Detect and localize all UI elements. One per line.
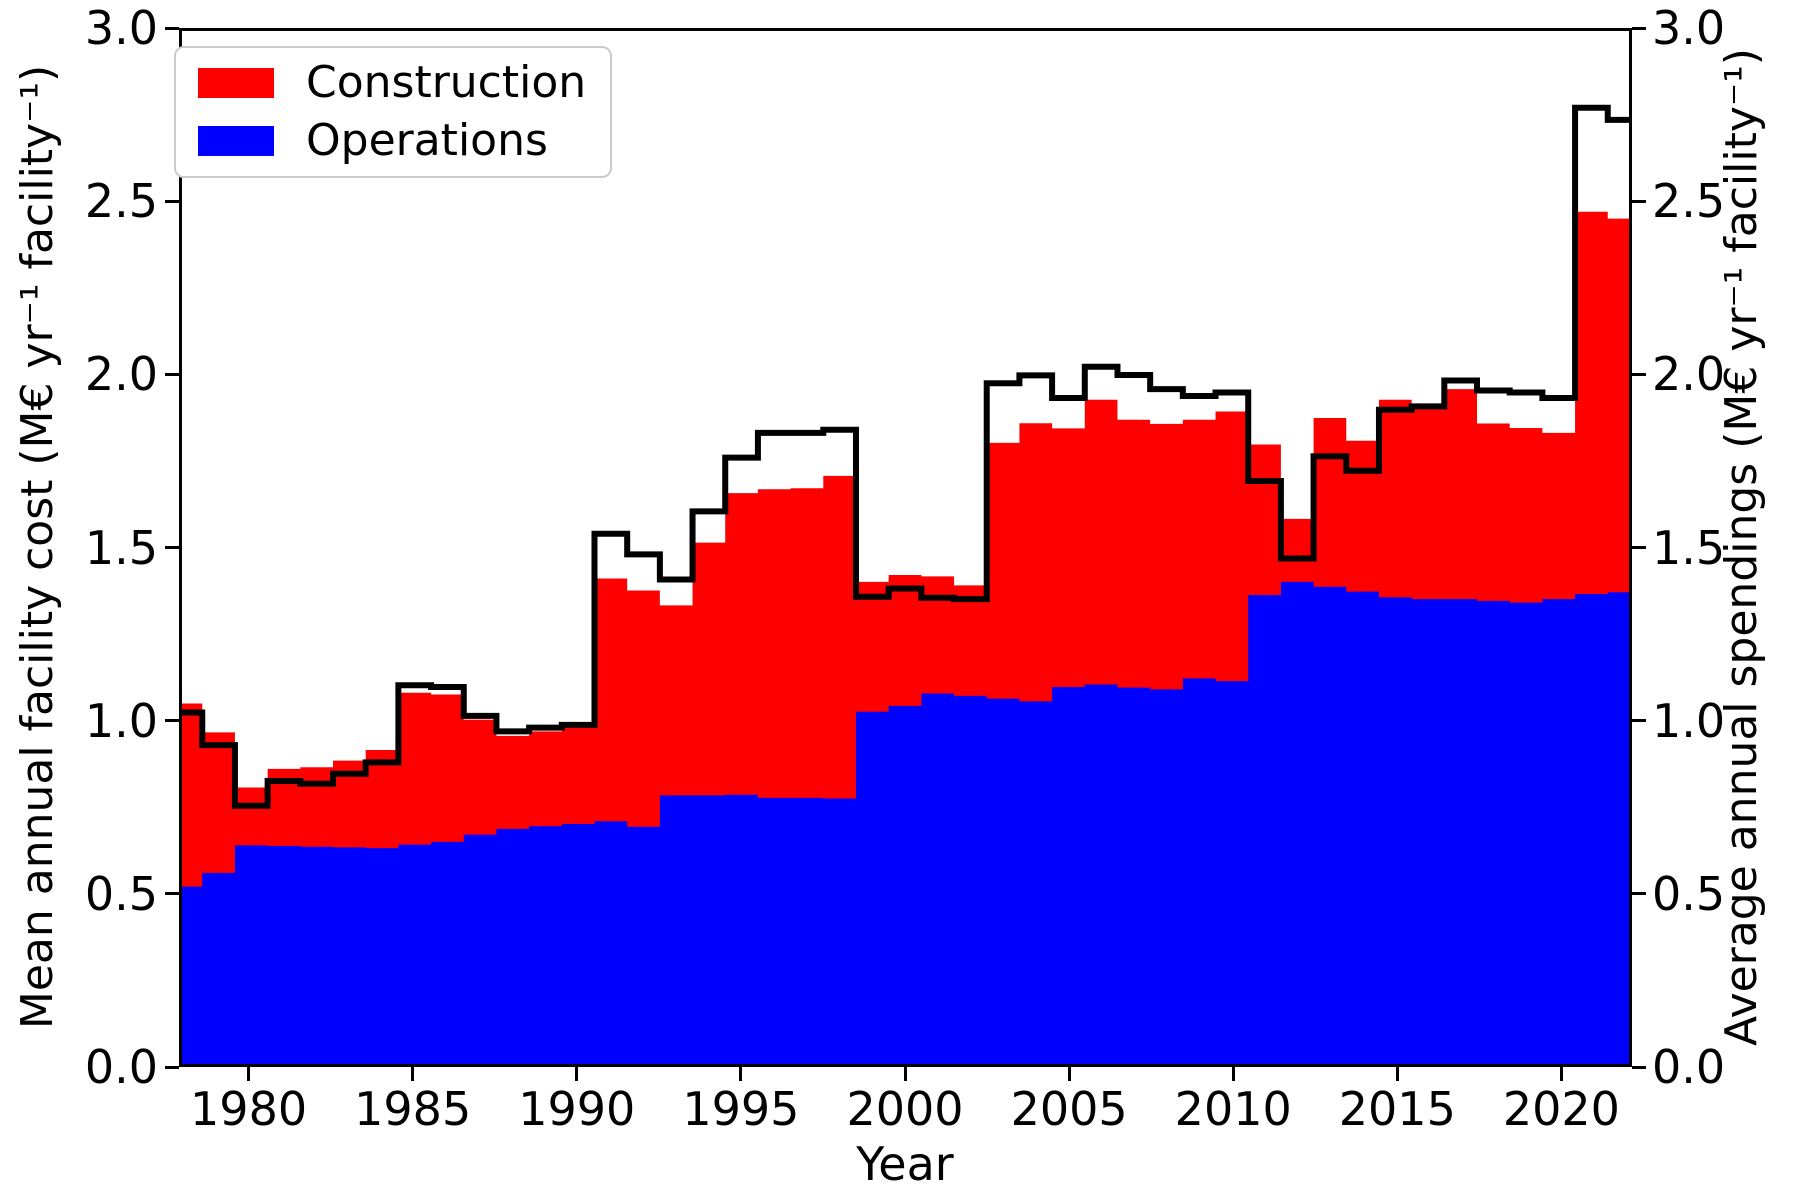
y-tick-label-right: 0.5 [1652, 866, 1726, 921]
right-axis-title: Average annual spendings (M€ yr⁻¹ facili… [1716, 48, 1767, 1046]
x-tick [575, 1067, 579, 1081]
y-tick-label-left: 0.5 [84, 866, 158, 921]
legend: Construction Operations [174, 46, 612, 178]
y-tick-left [165, 892, 179, 896]
x-tick [247, 1067, 251, 1081]
y-tick-right [1632, 892, 1646, 896]
y-tick-label-left: 1.5 [84, 520, 158, 575]
x-tick [411, 1067, 415, 1081]
legend-label: Operations [306, 115, 548, 166]
operations-swatch [198, 126, 274, 156]
x-tick-label: 2005 [1010, 1082, 1128, 1136]
y-tick-left [165, 199, 179, 203]
y-tick-label-right: 3.0 [1652, 1, 1726, 55]
x-tick [739, 1067, 743, 1081]
y-tick-label-right: 0.0 [1652, 1040, 1726, 1094]
x-tick [1231, 1067, 1235, 1081]
construction-swatch [198, 68, 274, 98]
x-tick-label: 1980 [190, 1082, 308, 1136]
y-tick-left [165, 1065, 179, 1069]
x-tick [903, 1067, 907, 1081]
y-tick-right [1632, 199, 1646, 203]
y-tick-left [165, 719, 179, 723]
legend-item-operations: Operations [198, 119, 610, 163]
x-tick-label: 1995 [682, 1082, 800, 1136]
x-tick [1395, 1067, 1399, 1081]
x-tick-label: 2020 [1502, 1082, 1620, 1136]
x-tick-label: 1990 [518, 1082, 636, 1136]
y-tick-label-left: 2.5 [84, 174, 158, 229]
operations-area [182, 581, 1629, 1064]
spendings-step-line [182, 108, 1629, 806]
y-tick-label-right: 2.0 [1652, 347, 1726, 402]
y-tick-right [1632, 719, 1646, 723]
y-tick-label-right: 2.5 [1652, 174, 1726, 229]
x-tick-label: 2000 [846, 1082, 964, 1136]
x-tick [1067, 1067, 1071, 1081]
y-tick-label-right: 1.0 [1652, 693, 1726, 748]
legend-item-construction: Construction [198, 61, 610, 105]
y-tick-left [165, 26, 179, 30]
plot-area [179, 28, 1632, 1067]
stacked-step-area-chart [182, 31, 1629, 1064]
y-tick-label-left: 1.0 [84, 693, 158, 748]
y-tick-label-left: 2.0 [84, 347, 158, 402]
y-tick-label-left: 3.0 [84, 1, 158, 55]
y-tick-right [1632, 372, 1646, 376]
y-tick-label-right: 1.5 [1652, 520, 1726, 575]
y-tick-right [1632, 546, 1646, 549]
y-tick-right [1632, 1065, 1646, 1069]
y-tick-label-left: 0.0 [84, 1040, 158, 1094]
legend-label: Construction [306, 57, 587, 108]
x-tick [1559, 1067, 1563, 1081]
x-tick-label: 2010 [1174, 1082, 1292, 1136]
y-tick-right [1632, 26, 1646, 30]
y-tick-left [165, 372, 179, 376]
x-tick-label: 2015 [1338, 1082, 1456, 1136]
x-axis-title: Year [856, 1137, 954, 1191]
y-tick-left [165, 546, 179, 549]
left-axis-title: Mean annual facility cost (M€ yr⁻¹ facil… [12, 64, 63, 1030]
x-tick-label: 1985 [354, 1082, 472, 1136]
